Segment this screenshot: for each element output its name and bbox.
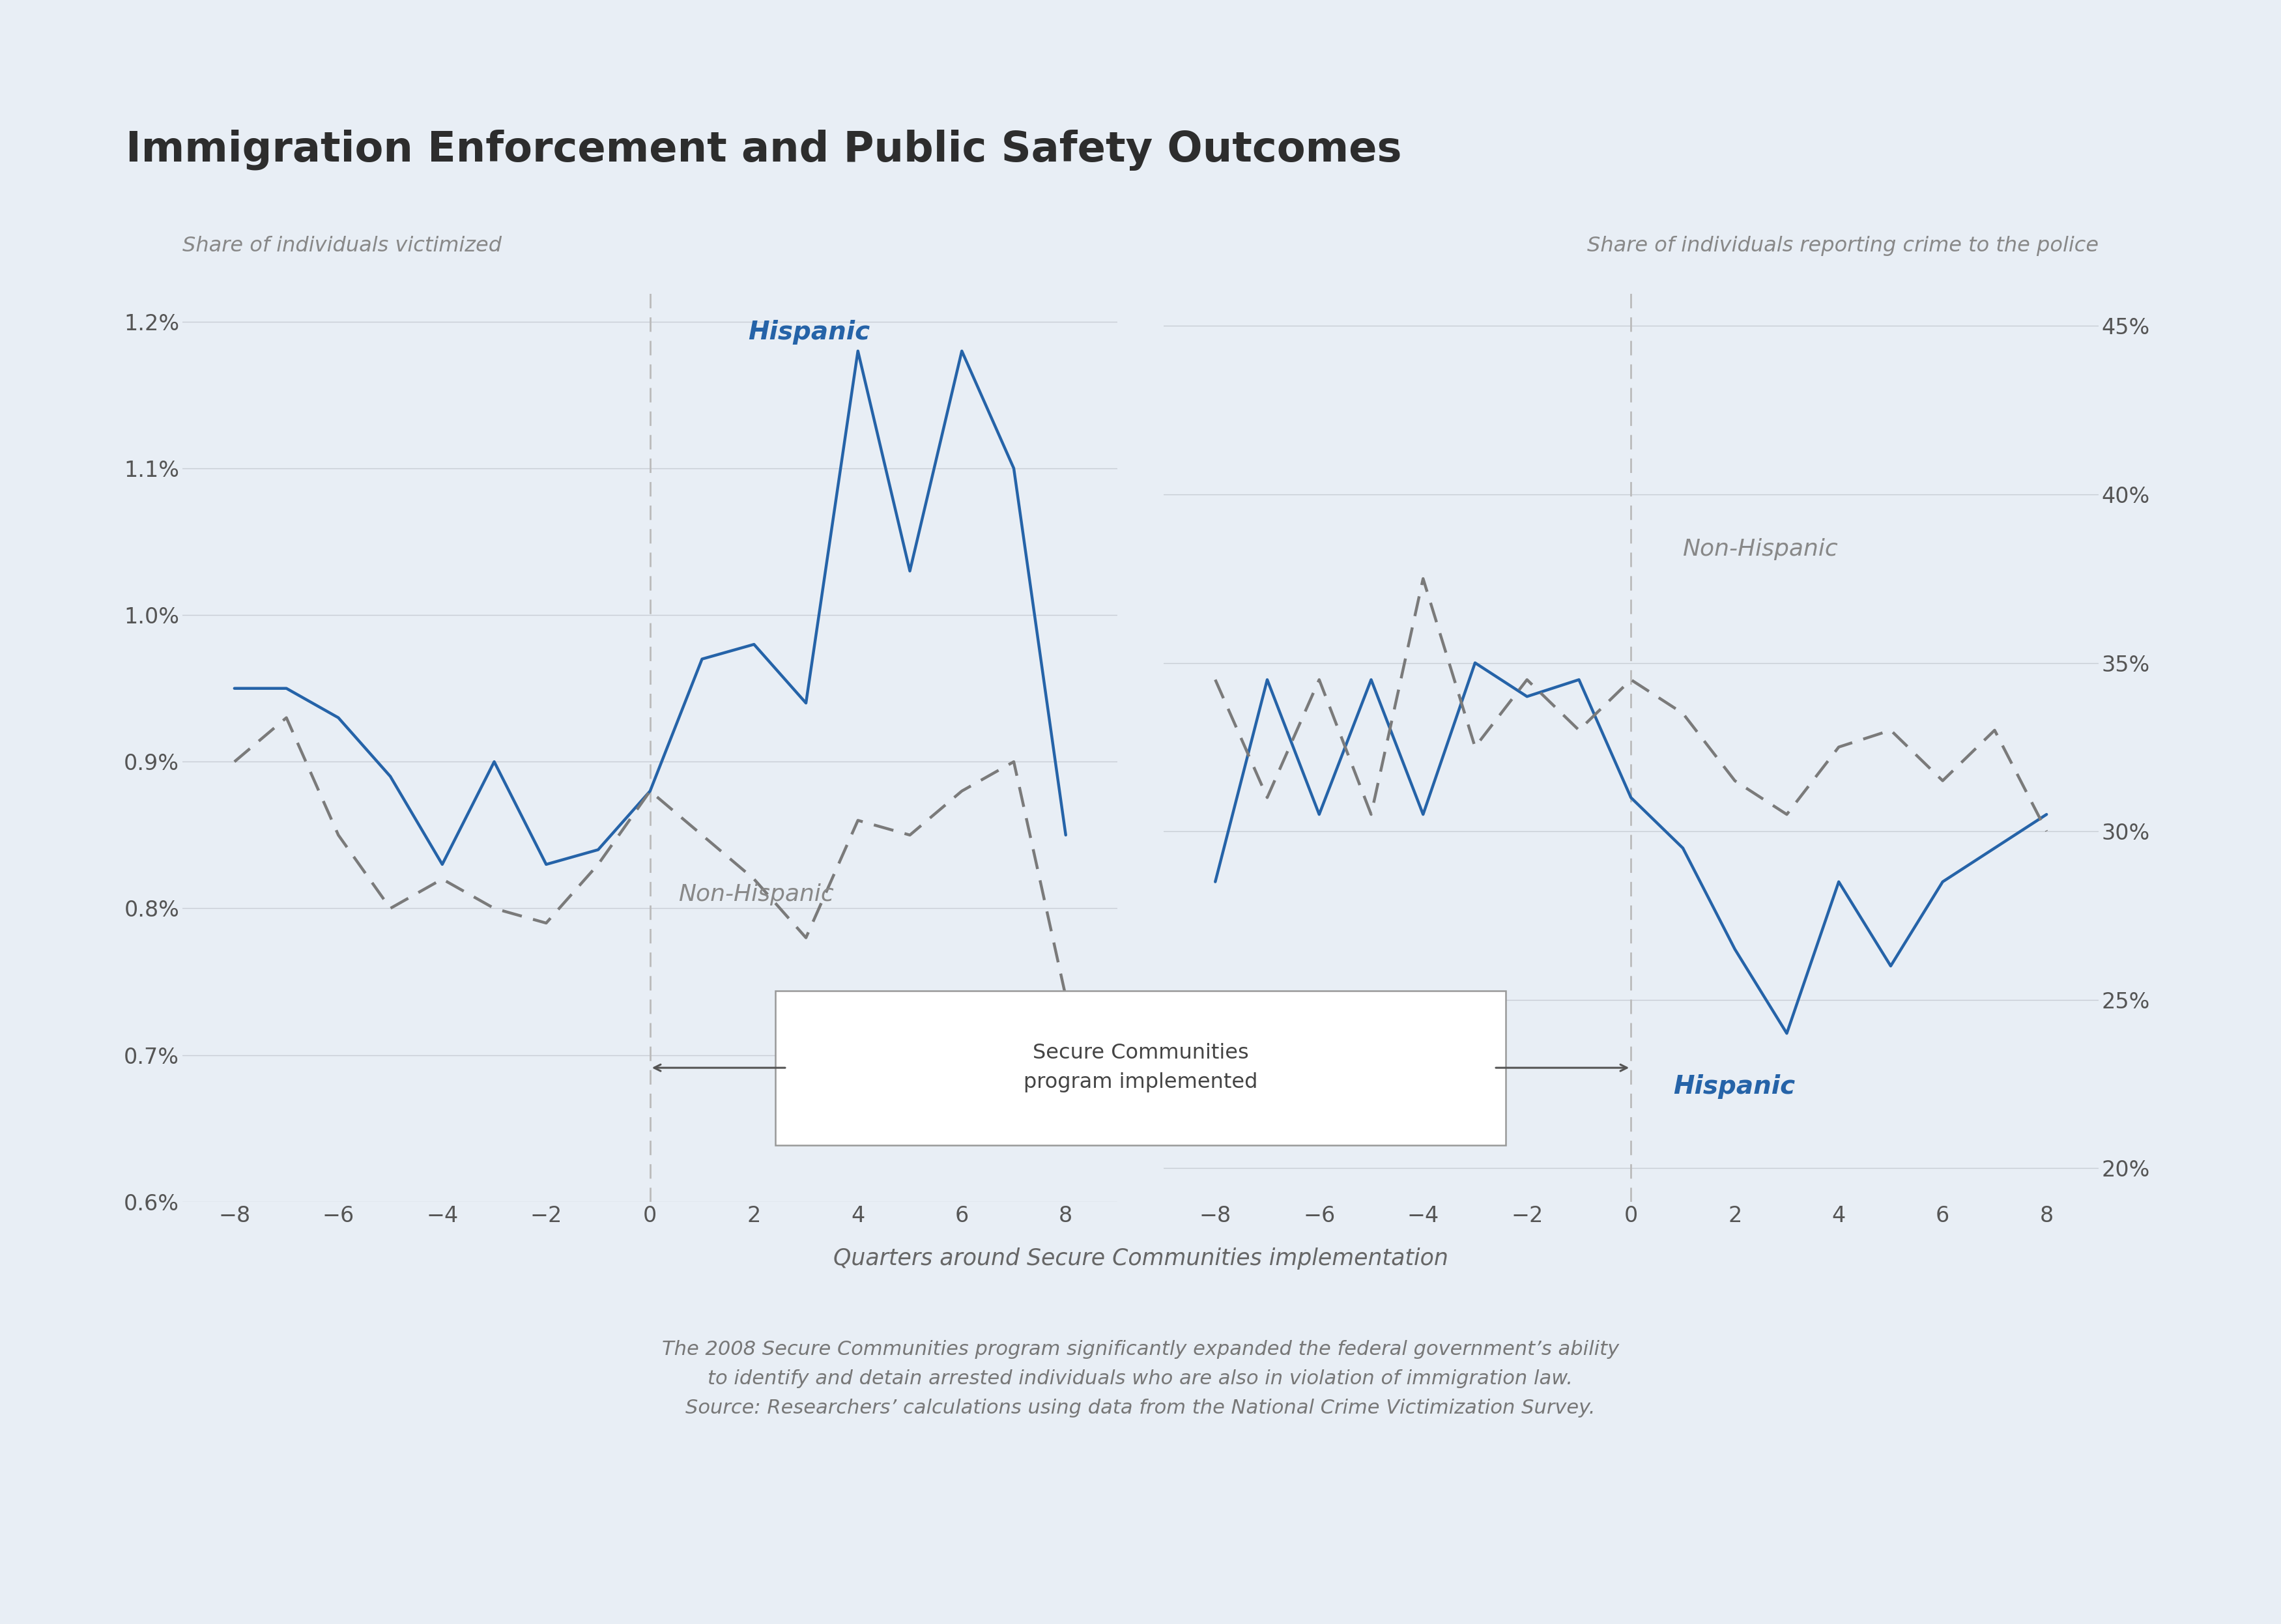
Text: Hispanic: Hispanic (748, 320, 869, 344)
Text: Non-Hispanic: Non-Hispanic (677, 883, 833, 906)
Text: Non-Hispanic: Non-Hispanic (1683, 538, 1838, 560)
Text: Quarters around Secure Communities implementation: Quarters around Secure Communities imple… (833, 1247, 1448, 1270)
Text: Secure Communities
program implemented: Secure Communities program implemented (1024, 1043, 1257, 1093)
Text: Hispanic: Hispanic (1672, 1075, 1795, 1099)
Text: Share of individuals reporting crime to the police: Share of individuals reporting crime to … (1588, 235, 2099, 257)
Text: Share of individuals victimized: Share of individuals victimized (182, 235, 502, 257)
Text: Immigration Enforcement and Public Safety Outcomes: Immigration Enforcement and Public Safet… (125, 130, 1401, 171)
Text: The 2008 Secure Communities program significantly expanded the federal governmen: The 2008 Secure Communities program sign… (661, 1340, 1620, 1418)
